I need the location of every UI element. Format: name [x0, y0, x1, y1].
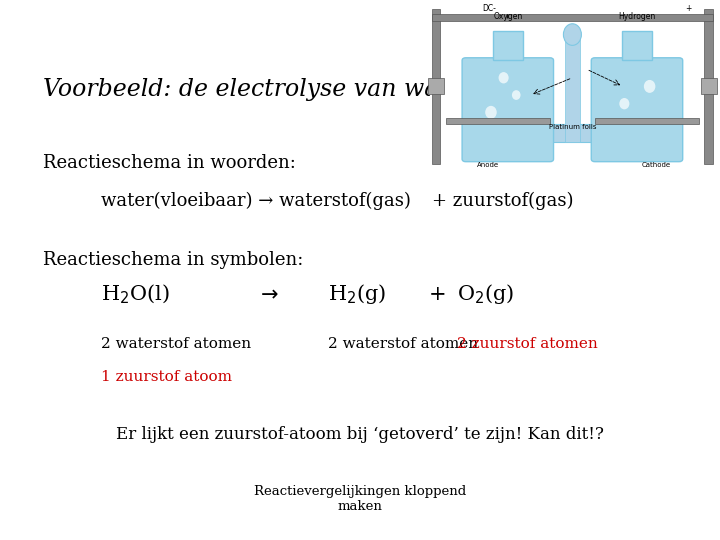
Text: O$_2$(g): O$_2$(g): [457, 282, 514, 306]
FancyBboxPatch shape: [591, 58, 683, 161]
Text: $\rightarrow$: $\rightarrow$: [256, 285, 278, 304]
Bar: [432, 9, 441, 164]
Text: H$_2$(g): H$_2$(g): [328, 282, 386, 306]
Text: water(vloeibaar) → waterstof(gas): water(vloeibaar) → waterstof(gas): [101, 192, 410, 210]
Bar: [432, 14, 713, 21]
Text: Oxygen: Oxygen: [493, 12, 523, 21]
Text: 1 zuurstof atoom: 1 zuurstof atoom: [101, 370, 232, 384]
Bar: [595, 118, 698, 124]
Ellipse shape: [644, 80, 655, 93]
Bar: [493, 31, 523, 60]
Text: +: +: [685, 4, 691, 13]
Text: +: +: [428, 285, 446, 304]
Text: Anode: Anode: [477, 163, 499, 168]
Ellipse shape: [563, 24, 582, 45]
Text: + zuurstof(gas): + zuurstof(gas): [432, 192, 574, 210]
FancyBboxPatch shape: [462, 58, 554, 161]
Bar: [428, 78, 444, 94]
Text: Platinum foils: Platinum foils: [549, 124, 596, 131]
Bar: [446, 118, 550, 124]
FancyBboxPatch shape: [431, 0, 714, 174]
Ellipse shape: [498, 72, 508, 83]
Text: 2 waterstof atomen: 2 waterstof atomen: [328, 338, 478, 352]
Bar: [701, 78, 716, 94]
Bar: [565, 38, 580, 141]
Text: Er lijkt een zuurstof-atoom bij ‘getoverd’ te zijn! Kan dit!?: Er lijkt een zuurstof-atoom bij ‘getover…: [116, 426, 604, 443]
Bar: [622, 31, 652, 60]
Text: 2 waterstof atomen: 2 waterstof atomen: [101, 338, 251, 352]
Text: Reactieschema in symbolen:: Reactieschema in symbolen:: [43, 251, 304, 269]
Text: 2 zuurstof atomen: 2 zuurstof atomen: [457, 338, 598, 352]
Text: Reactievergelijkingen kloppend
maken: Reactievergelijkingen kloppend maken: [254, 485, 466, 514]
Text: Cathode: Cathode: [642, 163, 671, 168]
Text: Voorbeeld: de electrolyse van water: Voorbeeld: de electrolyse van water: [43, 78, 473, 102]
Text: H$_2$O(l): H$_2$O(l): [101, 283, 169, 306]
Text: Reactieschema in woorden:: Reactieschema in woorden:: [43, 154, 296, 172]
Ellipse shape: [619, 98, 629, 109]
Bar: [543, 124, 602, 141]
Ellipse shape: [512, 90, 521, 100]
Text: DC-: DC-: [482, 4, 496, 13]
Bar: [704, 9, 713, 164]
Ellipse shape: [485, 106, 497, 119]
Text: Hydrogen: Hydrogen: [618, 12, 656, 21]
